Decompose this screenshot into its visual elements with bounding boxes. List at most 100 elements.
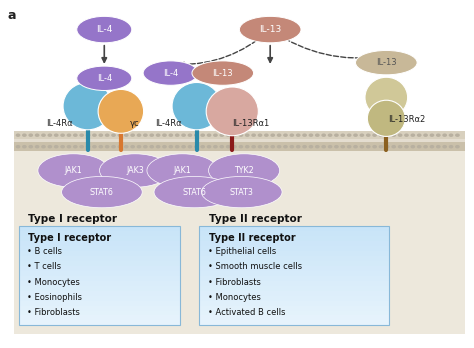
Ellipse shape — [201, 145, 205, 149]
Ellipse shape — [77, 66, 132, 90]
Ellipse shape — [334, 134, 339, 137]
Ellipse shape — [35, 134, 39, 137]
Ellipse shape — [54, 145, 59, 149]
Ellipse shape — [194, 145, 199, 149]
Ellipse shape — [73, 145, 78, 149]
Text: • Epithelial cells: • Epithelial cells — [208, 247, 276, 256]
Ellipse shape — [340, 145, 345, 149]
Ellipse shape — [410, 145, 415, 149]
Ellipse shape — [423, 134, 428, 137]
Ellipse shape — [181, 134, 186, 137]
Ellipse shape — [264, 134, 269, 137]
Ellipse shape — [442, 145, 447, 149]
Bar — [19, 251, 180, 256]
Bar — [19, 241, 180, 246]
Ellipse shape — [124, 145, 128, 149]
Ellipse shape — [334, 145, 339, 149]
Ellipse shape — [47, 134, 52, 137]
Text: • Eosinophils: • Eosinophils — [27, 293, 82, 302]
Bar — [19, 306, 180, 310]
Ellipse shape — [60, 145, 65, 149]
Bar — [19, 315, 180, 321]
Bar — [19, 226, 180, 325]
Bar — [14, 140, 465, 142]
Bar — [19, 296, 180, 301]
Ellipse shape — [143, 145, 148, 149]
Ellipse shape — [385, 134, 390, 137]
Ellipse shape — [404, 145, 409, 149]
Ellipse shape — [353, 145, 358, 149]
Ellipse shape — [366, 145, 371, 149]
Ellipse shape — [232, 134, 237, 137]
Ellipse shape — [270, 134, 275, 137]
Ellipse shape — [379, 145, 383, 149]
Text: IL-4: IL-4 — [96, 25, 112, 34]
Ellipse shape — [143, 61, 198, 85]
Ellipse shape — [340, 134, 345, 137]
Ellipse shape — [98, 89, 144, 133]
Ellipse shape — [201, 134, 205, 137]
Ellipse shape — [156, 134, 161, 137]
Bar — [199, 291, 389, 296]
Bar — [19, 271, 180, 276]
Text: IL-13: IL-13 — [259, 25, 281, 34]
Bar — [19, 291, 180, 296]
Ellipse shape — [270, 145, 275, 149]
Ellipse shape — [16, 134, 20, 137]
Ellipse shape — [455, 134, 460, 137]
Ellipse shape — [16, 145, 20, 149]
Ellipse shape — [86, 134, 91, 137]
Ellipse shape — [429, 134, 434, 137]
Ellipse shape — [219, 134, 224, 137]
Ellipse shape — [353, 134, 358, 137]
Ellipse shape — [449, 134, 454, 137]
Bar — [19, 266, 180, 271]
Ellipse shape — [436, 145, 441, 149]
Ellipse shape — [239, 16, 301, 43]
Bar — [14, 131, 465, 140]
Text: IL-13: IL-13 — [376, 58, 397, 67]
Bar — [199, 321, 389, 325]
Ellipse shape — [219, 145, 224, 149]
Ellipse shape — [137, 145, 141, 149]
Ellipse shape — [309, 134, 313, 137]
Bar — [199, 226, 389, 231]
Text: Type II receptor: Type II receptor — [209, 214, 301, 224]
Ellipse shape — [41, 145, 46, 149]
Ellipse shape — [118, 134, 122, 137]
Bar — [19, 246, 180, 251]
Ellipse shape — [130, 134, 135, 137]
Ellipse shape — [449, 145, 454, 149]
Ellipse shape — [62, 176, 142, 208]
Text: JAK3: JAK3 — [126, 166, 144, 175]
Ellipse shape — [258, 145, 263, 149]
Ellipse shape — [172, 82, 221, 130]
Ellipse shape — [66, 134, 71, 137]
Ellipse shape — [79, 145, 84, 149]
Ellipse shape — [156, 145, 161, 149]
Ellipse shape — [99, 134, 103, 137]
Bar — [19, 261, 180, 266]
Ellipse shape — [105, 134, 109, 137]
Bar — [199, 271, 389, 276]
Bar — [199, 246, 389, 251]
Text: STAT3: STAT3 — [230, 188, 254, 197]
Bar — [199, 241, 389, 246]
Text: • B cells: • B cells — [27, 247, 63, 256]
Ellipse shape — [404, 134, 409, 137]
Text: • Fibroblasts: • Fibroblasts — [208, 278, 261, 287]
Text: STAT6: STAT6 — [182, 188, 206, 197]
Ellipse shape — [321, 134, 326, 137]
Ellipse shape — [366, 134, 371, 137]
Bar — [19, 281, 180, 286]
Ellipse shape — [328, 145, 332, 149]
Ellipse shape — [410, 134, 415, 137]
Ellipse shape — [175, 145, 180, 149]
Bar — [199, 306, 389, 310]
Text: γc: γc — [130, 119, 140, 128]
Ellipse shape — [392, 134, 396, 137]
Ellipse shape — [60, 134, 65, 137]
Text: IL-4: IL-4 — [163, 69, 178, 78]
Text: • Fibroblasts: • Fibroblasts — [27, 308, 81, 317]
Text: Type I receptor: Type I receptor — [28, 214, 118, 224]
